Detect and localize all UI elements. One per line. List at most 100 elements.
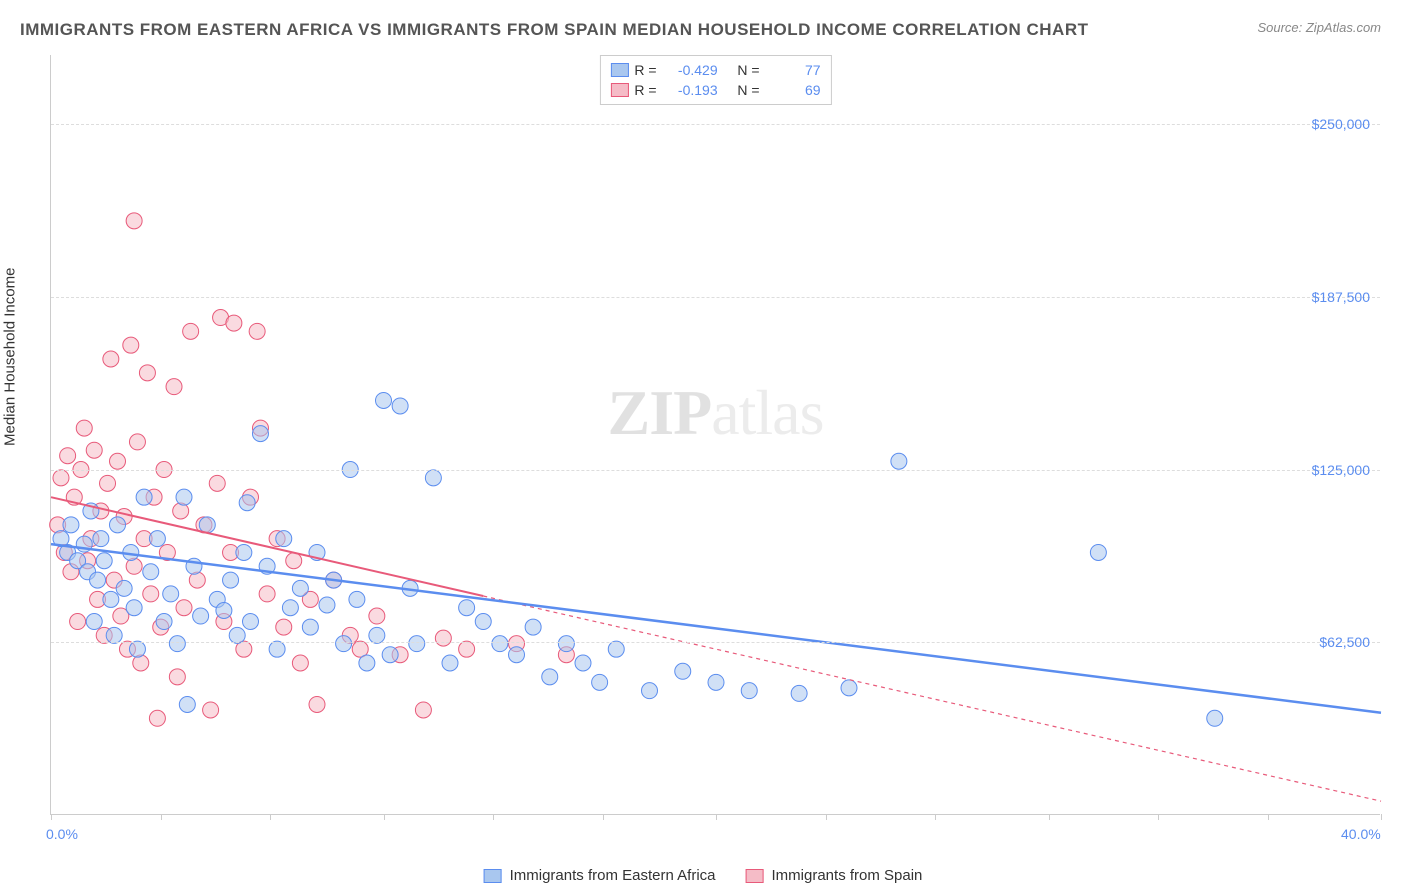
scatter-point — [129, 434, 145, 450]
scatter-point — [259, 586, 275, 602]
gridline — [51, 124, 1380, 125]
legend-label-sp: Immigrants from Spain — [772, 867, 923, 884]
scatter-point — [459, 600, 475, 616]
scatter-point — [136, 489, 152, 505]
xtick-mark — [270, 814, 271, 820]
scatter-point — [223, 572, 239, 588]
scatter-point — [276, 531, 292, 547]
scatter-point — [86, 614, 102, 630]
xtick-mark — [935, 814, 936, 820]
scatter-point — [173, 503, 189, 519]
xtick-mark — [384, 814, 385, 820]
scatter-point — [309, 696, 325, 712]
xtick-mark — [1158, 814, 1159, 820]
scatter-point — [442, 655, 458, 671]
scatter-point — [126, 213, 142, 229]
scatter-point — [425, 470, 441, 486]
scatter-point — [349, 591, 365, 607]
scatter-point — [575, 655, 591, 671]
scatter-point — [166, 379, 182, 395]
scatter-point — [302, 619, 318, 635]
scatter-point — [891, 453, 907, 469]
scatter-point — [226, 315, 242, 331]
scatter-point — [133, 655, 149, 671]
scatter-point — [336, 636, 352, 652]
scatter-point — [558, 636, 574, 652]
scatter-point — [183, 323, 199, 339]
scatter-point — [369, 627, 385, 643]
scatter-point — [193, 608, 209, 624]
scatter-point — [741, 683, 757, 699]
scatter-point — [126, 600, 142, 616]
scatter-point — [176, 600, 192, 616]
scatter-point — [1207, 710, 1223, 726]
scatter-point — [286, 553, 302, 569]
bottom-legend: Immigrants from Eastern Africa Immigrant… — [484, 867, 923, 884]
scatter-point — [179, 696, 195, 712]
xtick-mark — [493, 814, 494, 820]
scatter-point — [106, 627, 122, 643]
scatter-point — [282, 600, 298, 616]
scatter-point — [841, 680, 857, 696]
xtick-label: 40.0% — [1341, 826, 1381, 842]
scatter-point — [169, 636, 185, 652]
scatter-point — [459, 641, 475, 657]
scatter-point — [608, 641, 624, 657]
xtick-label: 0.0% — [46, 826, 78, 842]
scatter-point — [492, 636, 508, 652]
ytick-label: $187,500 — [1312, 289, 1370, 305]
scatter-point — [53, 470, 69, 486]
scatter-point — [239, 495, 255, 511]
scatter-point — [149, 710, 165, 726]
scatter-point — [60, 448, 76, 464]
scatter-point — [642, 683, 658, 699]
scatter-point — [292, 655, 308, 671]
plot-area: ZIPatlas R = -0.429 N = 77 R = -0.193 N … — [50, 55, 1380, 815]
scatter-point — [252, 426, 268, 442]
ytick-label: $250,000 — [1312, 116, 1370, 132]
scatter-point — [156, 614, 172, 630]
legend-item-sp: Immigrants from Spain — [746, 867, 923, 884]
scatter-point — [435, 630, 451, 646]
scatter-point — [93, 531, 109, 547]
scatter-point — [203, 702, 219, 718]
scatter-point — [176, 489, 192, 505]
source-label: Source: ZipAtlas.com — [1257, 20, 1381, 35]
scatter-point — [319, 597, 335, 613]
scatter-point — [382, 647, 398, 663]
gridline — [51, 297, 1380, 298]
scatter-point — [163, 586, 179, 602]
scatter-point — [249, 323, 265, 339]
scatter-point — [292, 580, 308, 596]
scatter-point — [100, 475, 116, 491]
scatter-point — [392, 398, 408, 414]
xtick-mark — [161, 814, 162, 820]
swatch-sp-icon — [746, 869, 764, 883]
scatter-point — [189, 572, 205, 588]
scatter-point — [76, 420, 92, 436]
scatter-point — [216, 602, 232, 618]
scatter-point — [63, 517, 79, 533]
scatter-point — [1090, 544, 1106, 560]
xtick-mark — [1381, 814, 1382, 820]
scatter-point — [708, 674, 724, 690]
gridline — [51, 470, 1380, 471]
scatter-point — [70, 614, 86, 630]
scatter-point — [415, 702, 431, 718]
scatter-point — [675, 663, 691, 679]
swatch-ea-icon — [484, 869, 502, 883]
scatter-point — [149, 531, 165, 547]
scatter-point — [369, 608, 385, 624]
scatter-point — [116, 580, 132, 596]
scatter-point — [592, 674, 608, 690]
plot-svg — [51, 55, 1380, 814]
legend-label-ea: Immigrants from Eastern Africa — [510, 867, 716, 884]
scatter-point — [409, 636, 425, 652]
legend-item-ea: Immigrants from Eastern Africa — [484, 867, 716, 884]
chart-container: IMMIGRANTS FROM EASTERN AFRICA VS IMMIGR… — [0, 0, 1406, 892]
scatter-point — [509, 647, 525, 663]
scatter-point — [139, 365, 155, 381]
xtick-mark — [603, 814, 604, 820]
scatter-point — [110, 453, 126, 469]
xtick-mark — [1268, 814, 1269, 820]
